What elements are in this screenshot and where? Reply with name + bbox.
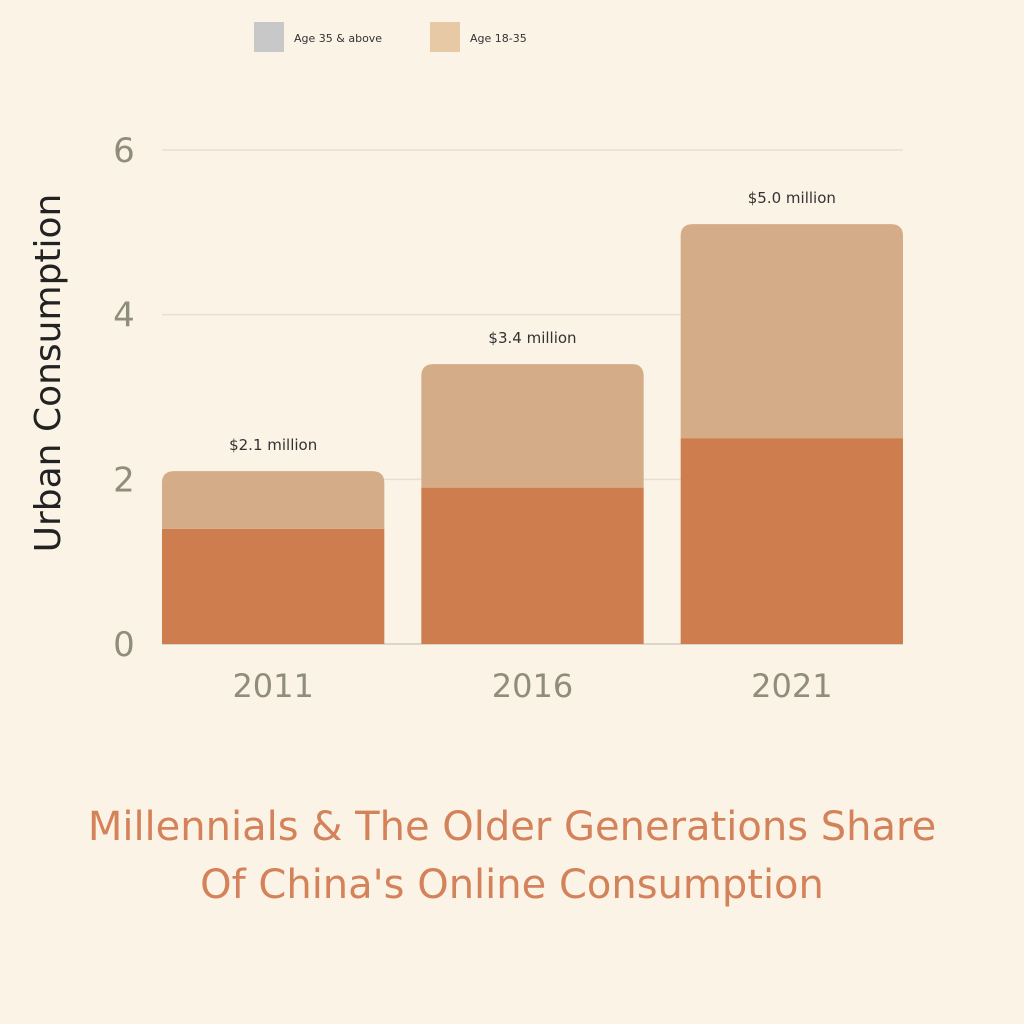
- data-label: $2.1 million: [229, 436, 317, 454]
- data-label: $3.4 million: [488, 329, 576, 347]
- bar-segment: [421, 487, 644, 644]
- y-tick-label: 4: [113, 296, 135, 336]
- x-tick-label: 2011: [232, 667, 313, 705]
- x-tick-label: 2021: [751, 667, 832, 705]
- legend-swatch: [254, 22, 284, 52]
- y-tick-label: 2: [113, 460, 135, 500]
- chart-title: Millennials & The Older Generations Shar…: [0, 798, 1024, 914]
- legend-swatch: [430, 22, 460, 52]
- legend-label: Age 18-35: [470, 32, 527, 45]
- x-tick-label: 2016: [492, 667, 573, 705]
- bar-segment: [680, 438, 903, 644]
- bar-segment: [421, 364, 644, 488]
- bar-segment: [680, 224, 903, 439]
- chart-title-line-1: Millennials & The Older Generations Shar…: [87, 804, 937, 850]
- y-tick-label: 0: [113, 625, 135, 665]
- y-tick-label: 6: [113, 131, 135, 171]
- bar-segment: [162, 528, 385, 644]
- y-axis-label: Urban Consumption: [28, 194, 69, 553]
- bar-segment: [162, 471, 385, 529]
- data-label: $5.0 million: [748, 189, 836, 207]
- legend-label: Age 35 & above: [294, 32, 382, 45]
- chart-title-line-2: Of China's Online Consumption: [200, 862, 824, 908]
